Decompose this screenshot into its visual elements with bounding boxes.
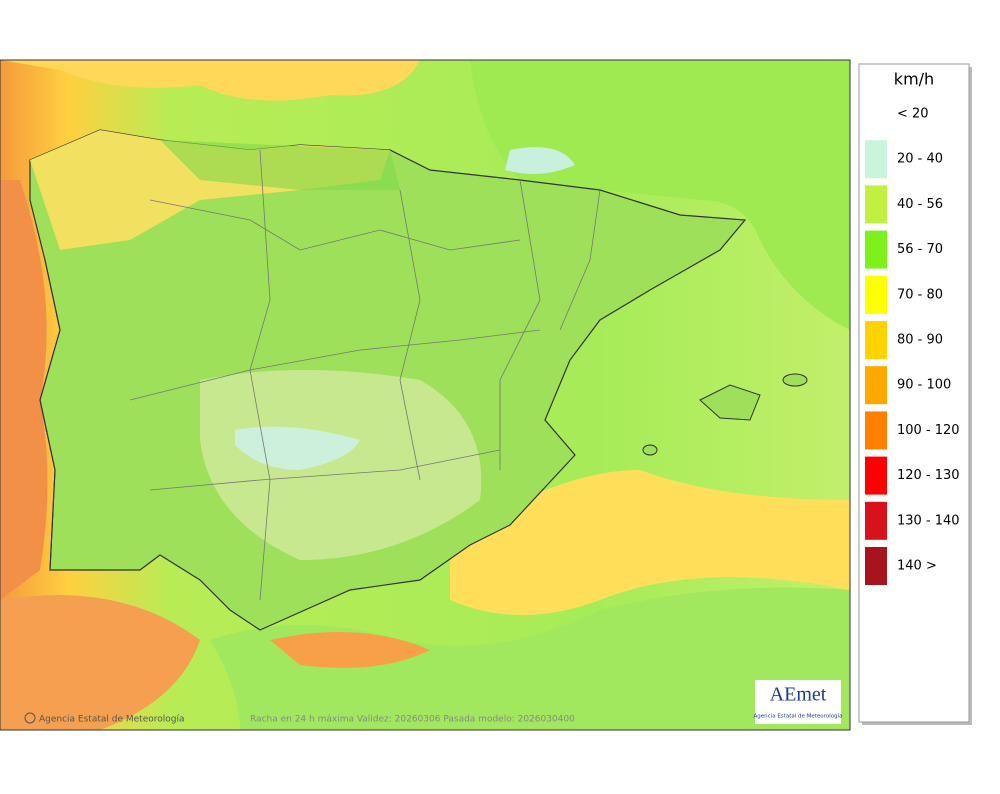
legend-label: 56 - 70 xyxy=(897,242,943,257)
legend-swatch xyxy=(865,456,887,495)
calm-area-north xyxy=(505,147,575,174)
legend-swatch xyxy=(865,501,887,540)
legend-swatch xyxy=(865,366,887,405)
legend-swatch xyxy=(865,547,887,585)
alboran-gust xyxy=(270,632,430,668)
atlantic-strong xyxy=(0,180,48,600)
region-borders xyxy=(129,149,601,601)
atlantic-south xyxy=(0,595,200,730)
cantabria xyxy=(160,140,400,190)
legend-label: 100 - 120 xyxy=(897,423,960,438)
balearic-islands xyxy=(642,373,808,456)
legend-swatch xyxy=(865,185,887,224)
africa xyxy=(210,587,850,730)
legend-swatch xyxy=(865,411,887,450)
bay-of-biscay xyxy=(0,60,420,101)
caption: Racha en 24 h máxima Validez: 20260306 P… xyxy=(250,715,575,725)
sea-band xyxy=(450,470,850,615)
legend-swatch xyxy=(865,275,887,314)
legend-label: < 20 xyxy=(897,107,929,122)
legend-label: 120 - 130 xyxy=(897,468,960,483)
legend-swatch xyxy=(865,230,887,269)
france xyxy=(410,60,850,330)
legend-label: 80 - 90 xyxy=(897,333,943,348)
logo-subtitle: Agencia Estatal de Meteorología xyxy=(754,713,843,720)
legend-label: 40 - 56 xyxy=(897,197,943,212)
logo: AEmet Agencia Estatal de Meteorología xyxy=(754,680,843,724)
interior-calm xyxy=(200,370,482,560)
legend-swatch xyxy=(865,140,887,179)
legend-label: 130 - 140 xyxy=(897,513,960,528)
legend-label: 20 - 40 xyxy=(897,152,943,167)
legend-label: 90 - 100 xyxy=(897,378,951,393)
legend-title: km/h xyxy=(894,70,934,89)
legend-label: 140 > xyxy=(897,559,937,574)
map-frame xyxy=(0,59,851,731)
legend-swatch xyxy=(865,321,887,359)
legend-label: 70 - 80 xyxy=(897,287,943,302)
legend: km/h < 20 20 - 40 40 - 56 56 - 70 70 - 80 80 … xyxy=(858,63,972,725)
logo-name: AEmet xyxy=(770,684,827,706)
credit: Agencia Estatal de Meteorología xyxy=(39,715,185,725)
portugal-border xyxy=(39,259,61,571)
copyright-icon xyxy=(24,712,36,724)
logo-box xyxy=(755,680,841,724)
map-area: Agencia Estatal de Meteorología Racha en… xyxy=(0,59,851,731)
